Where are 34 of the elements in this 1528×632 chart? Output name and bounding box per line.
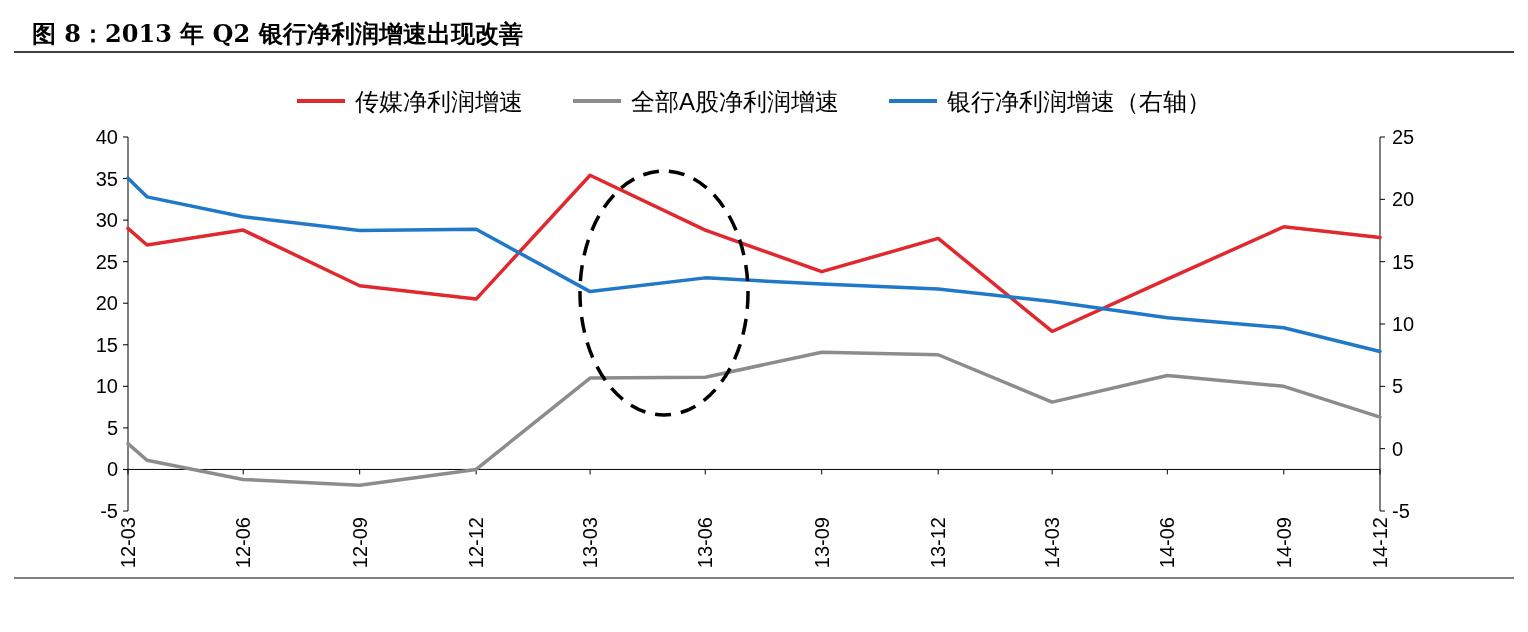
y-tick-label: 30	[95, 209, 118, 232]
chart-title: 图 8：2013 年 Q2 银行净利润增速出现改善	[32, 19, 523, 48]
x-tick-label: 13-06	[694, 517, 717, 569]
x-tick-label: 13-03	[579, 517, 602, 569]
y-tick-label: 5	[106, 416, 118, 439]
y2-tick-label: 20	[1392, 188, 1415, 211]
legend-label: 传媒净利润增速	[354, 88, 523, 115]
y-tick-label: 0	[106, 458, 118, 481]
legend-label: 全部A股净利润增速	[630, 88, 840, 115]
x-tick-label: 14-09	[1272, 517, 1295, 569]
y2-tick-label: -5	[1392, 500, 1410, 522]
legend-label: 银行净利润增速（右轴）	[946, 88, 1212, 115]
x-tick-label: 12-09	[348, 517, 371, 569]
line-series	[126, 350, 1382, 487]
x-tick-label: 12-03	[117, 517, 139, 569]
x-tick-label: 13-09	[810, 517, 833, 569]
y-tick-label: 20	[95, 292, 118, 315]
y2-tick-label: 25	[1392, 126, 1415, 148]
y-tick-label: 15	[95, 333, 118, 356]
y2-tick-label: 10	[1392, 313, 1415, 335]
x-tick-label: 14-12	[1369, 517, 1391, 569]
y2-tick-label: 15	[1392, 250, 1415, 273]
y-tick-label: 25	[95, 250, 118, 273]
x-tick-label: 12-12	[465, 517, 488, 569]
y2-tick-label: 5	[1392, 375, 1404, 398]
x-tick-label: 14-03	[1041, 517, 1064, 569]
y-tick-label: 10	[95, 375, 118, 398]
x-tick-label: 13-12	[927, 517, 950, 569]
y-tick-label: 35	[95, 167, 118, 190]
y-tick-label: -5	[100, 500, 118, 522]
x-tick-label: 14-06	[1156, 517, 1179, 569]
y-tick-label: 40	[95, 126, 118, 148]
y2-tick-label: 0	[1392, 437, 1404, 460]
x-tick-label: 12-06	[232, 517, 255, 569]
